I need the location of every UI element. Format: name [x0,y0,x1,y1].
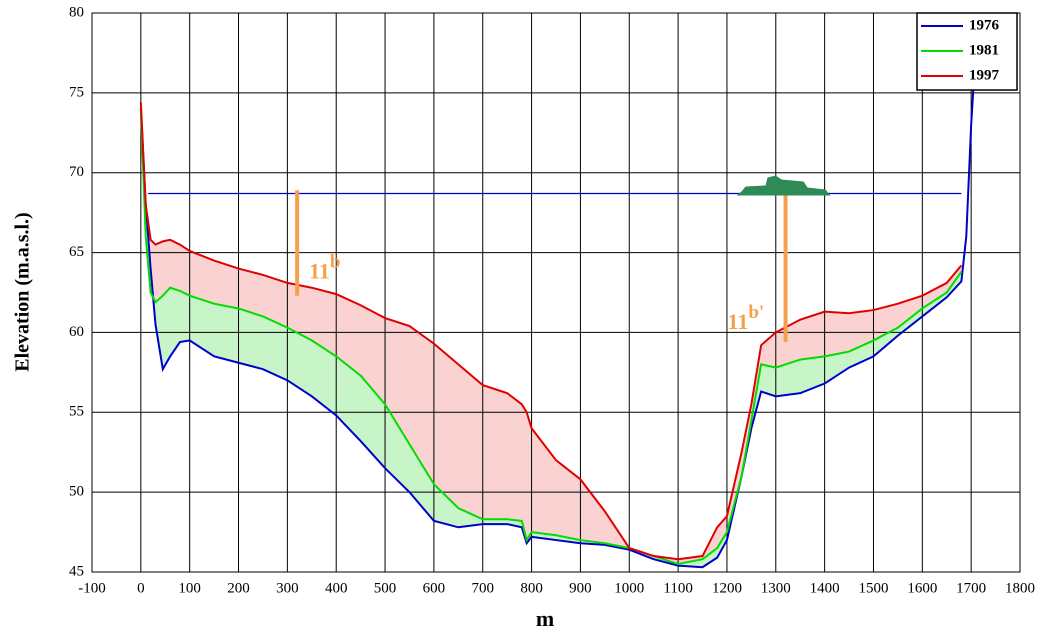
x-axis-label: m [536,606,554,631]
x-tick-label: 1700 [956,580,986,596]
x-tick-label: 1500 [858,580,888,596]
x-tick-label: 300 [276,580,299,596]
x-tick-label: 1000 [614,580,644,596]
annotation-sup: b' [748,302,764,323]
x-tick-label: 1300 [761,580,791,596]
x-tick-label: 1400 [810,580,840,596]
annotation-sup: b [330,252,341,273]
x-tick-label: 1600 [907,580,937,596]
plot-frame [91,12,1021,573]
legend-label: 1976 [969,17,1000,33]
y-tick-label: 65 [69,244,84,260]
x-tick-label: 700 [471,580,494,596]
x-tick-label: 900 [569,580,592,596]
annotation-text: 11 [728,309,749,334]
x-tick-label: 400 [325,580,348,596]
y-tick-label: 70 [69,164,84,180]
x-tick-label: 800 [520,580,543,596]
x-tick-label: 500 [374,580,397,596]
legend-label: 1997 [969,67,1000,83]
x-tick-label: -100 [78,580,106,596]
series-line [139,84,975,569]
x-tick-label: 1800 [1005,580,1035,596]
x-tick-label: 100 [178,580,201,596]
y-tick-label: 45 [69,563,84,579]
y-tick-label: 75 [69,84,84,100]
y-axis-label: Elevation (m.a.s.l.) [12,212,34,371]
y-tick-label: 60 [69,324,84,340]
x-tick-label: 0 [137,580,145,596]
y-tick-label: 80 [69,4,84,20]
series-line [139,108,963,566]
y-tick-label: 50 [69,484,84,500]
y-tick-label: 55 [69,404,84,420]
x-tick-label: 200 [227,580,250,596]
legend-label: 1981 [969,42,999,58]
x-tick-label: 1200 [712,580,742,596]
boat-icon [736,175,831,196]
annotation-label: 11b [309,252,340,284]
x-tick-label: 600 [423,580,446,596]
series-line [139,102,963,561]
fill-area [140,108,962,568]
annotation-label: 11b' [728,302,765,334]
annotation-text: 11 [309,259,330,284]
x-tick-label: 1100 [663,580,692,596]
fill-area [140,102,962,565]
